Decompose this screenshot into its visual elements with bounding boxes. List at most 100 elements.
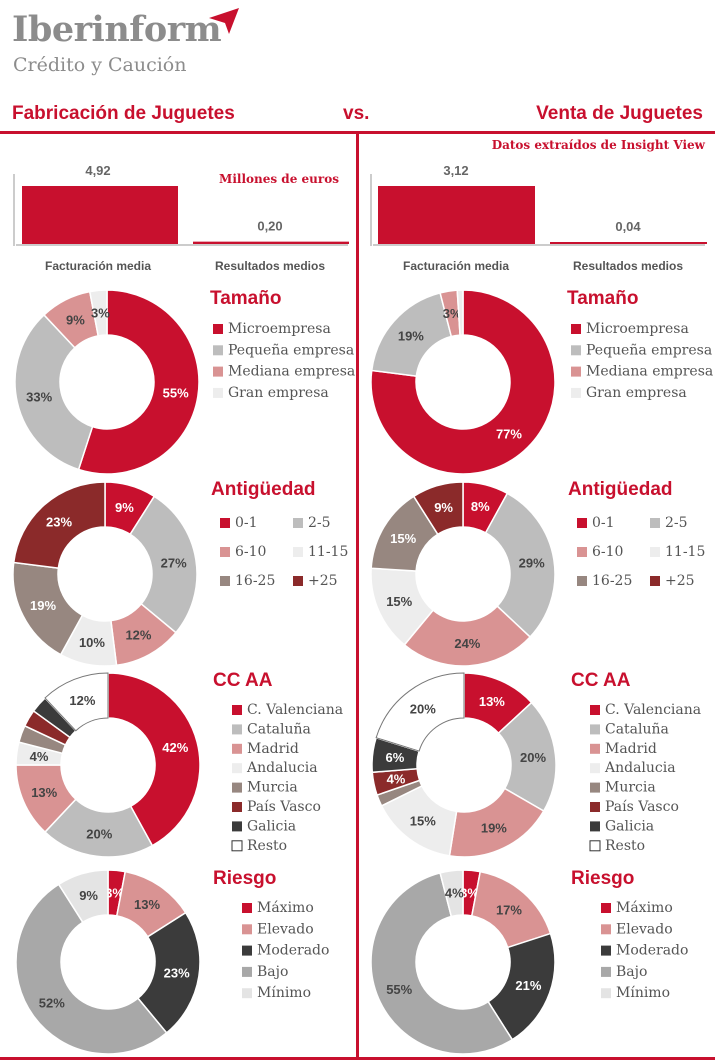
left-tamano-title: Tamaño — [210, 288, 281, 309]
right-antiguedad-legend-swatch-2-5 — [650, 518, 660, 528]
left-tamano-slice-gran-empresa — [88, 289, 108, 337]
right-antiguedad-legend-label-25: +25 — [665, 573, 695, 589]
right-bar-resultados-medios — [550, 242, 707, 244]
left-bar-value-resultados-medios: 0,20 — [257, 219, 282, 234]
right-cc-aa-slice-label-cataluna: 20% — [520, 750, 546, 765]
right-cc-aa-legend-label-andalucia: Andalucia — [604, 760, 676, 776]
right-tamano-legend-label-gran-empresa: Gran empresa — [586, 385, 687, 401]
left-antiguedad-slice-25 — [12, 481, 106, 569]
left-antiguedad-legend-swatch-16-25 — [220, 576, 230, 586]
left-cc-aa-legend-label-cataluna: Cataluña — [247, 721, 311, 737]
right-antiguedad-legend-swatch-0-1 — [577, 518, 587, 528]
right-antiguedad-slice-25 — [412, 481, 464, 536]
left-cc-aa-slice-label-resto: 12% — [69, 693, 95, 708]
right-riesgo-legend-label-elevado: Elevado — [616, 921, 673, 937]
left-antiguedad-slice-label-6-10: 12% — [125, 627, 151, 642]
left-antiguedad-slice-label-2-5: 27% — [161, 556, 187, 571]
left-cc-aa-legend-swatch-resto — [231, 840, 243, 852]
left-cc-aa-legend-label-andalucia: Andalucia — [246, 760, 318, 776]
left-bar-resultados-medios — [193, 241, 349, 244]
left-antiguedad-slice-2-5 — [129, 495, 198, 634]
right-riesgo-slice-moderado — [487, 932, 556, 1041]
left-riesgo-slice-minimo — [57, 869, 109, 924]
left-riesgo-legend-label-maximo: Máximo — [257, 900, 314, 916]
right-cc-aa-legend-swatch-cataluna — [590, 724, 600, 735]
right-cc-aa-slice-label-pais-vasco: 4% — [387, 772, 406, 787]
left-cc-aa-legend-swatch-pais-vasco — [232, 802, 242, 812]
right-bar-value-facturacion-media: 3,12 — [443, 163, 468, 178]
right-antiguedad-legend-label-0-1: 0-1 — [592, 515, 615, 531]
right-antiguedad-slice-label-6-10: 24% — [454, 636, 480, 651]
left-riesgo-legend-swatch-bajo — [242, 966, 252, 977]
left-riesgo-slice-label-minimo: 9% — [79, 888, 98, 903]
left-antiguedad-slice-label-16-25: 19% — [30, 598, 56, 613]
left-riesgo-legend-label-moderado: Moderado — [257, 943, 329, 959]
left-antiguedad-legend-swatch-25 — [293, 576, 303, 586]
right-antiguedad-title: Antigüedad — [568, 479, 673, 500]
right-riesgo-slice-label-bajo: 55% — [386, 982, 412, 997]
left-cc-aa-legend-label-galicia: Galicia — [247, 818, 296, 834]
left-riesgo-legend-label-elevado: Elevado — [257, 921, 314, 937]
left-antiguedad-slice-label-11-15: 10% — [79, 635, 105, 650]
right-cc-aa-slice-label-resto: 20% — [410, 702, 436, 717]
right-cc-aa-legend-swatch-galicia — [590, 821, 600, 832]
left-antiguedad-title: Antigüedad — [211, 479, 316, 500]
left-riesgo-legend-swatch-minimo — [242, 988, 252, 999]
left-cc-aa-slice-label-cataluna: 20% — [86, 826, 112, 841]
right-cc-aa-legend-label-cataluna: Cataluña — [605, 721, 669, 737]
right-riesgo-legend-label-maximo: Máximo — [616, 900, 673, 916]
left-antiguedad-legend-swatch-2-5 — [293, 518, 303, 528]
left-riesgo-slice-label-elevado: 13% — [134, 897, 160, 912]
right-antiguedad-legend-label-6-10: 6-10 — [592, 544, 623, 560]
right-riesgo-slice-label-maximo: 3% — [460, 885, 479, 900]
right-antiguedad-slice-label-2-5: 29% — [519, 556, 545, 571]
logo-arrow-icon — [209, 8, 239, 34]
right-cc-aa-legend-swatch-madrid — [590, 743, 600, 754]
right-riesgo-slice-minimo — [439, 869, 464, 918]
bottom-divider — [0, 1057, 715, 1060]
source-note: Datos extraídos de Insight View — [491, 138, 705, 152]
left-cc-aa-legend-label-madrid: Madrid — [247, 741, 299, 757]
right-riesgo-slice-label-moderado: 21% — [515, 978, 541, 993]
left-antiguedad-legend-label-0-1: 0-1 — [235, 515, 258, 531]
right-tamano-legend-swatch-mediana-empresa — [571, 366, 581, 377]
left-tamano-legend-swatch-pequena-empresa — [213, 345, 223, 356]
right-antiguedad-legend-swatch-11-15 — [650, 547, 660, 557]
right-cc-aa-legend-swatch-murcia — [590, 782, 600, 793]
left-tamano-legend-swatch-gran-empresa — [213, 387, 223, 398]
left-cc-aa-slice-c-valenciana — [107, 672, 201, 847]
left-riesgo-slice-bajo — [15, 883, 168, 1055]
left-riesgo-legend-label-bajo: Bajo — [257, 964, 288, 980]
right-cc-aa-legend-swatch-andalucia — [590, 763, 600, 774]
left-antiguedad-legend-label-6-10: 6-10 — [235, 544, 266, 560]
right-bar-category-resultados-medios: Resultados medios — [573, 259, 683, 273]
left-tamano-slice-label-mediana-empresa: 9% — [66, 313, 85, 328]
left-riesgo-slice-label-bajo: 52% — [39, 995, 65, 1010]
left-cc-aa-legend-swatch-c-valenciana — [232, 705, 242, 715]
left-antiguedad-legend-swatch-0-1 — [220, 518, 230, 528]
right-riesgo-legend-swatch-elevado — [601, 924, 611, 935]
left-cc-aa-legend-swatch-galicia — [232, 821, 242, 832]
left-riesgo-legend-label-minimo: Mínimo — [257, 985, 311, 1001]
left-riesgo-legend-swatch-elevado — [242, 924, 252, 935]
left-tamano-legend-label-mediana-empresa: Mediana empresa — [228, 364, 355, 380]
right-antiguedad-slice-2-5 — [484, 492, 556, 639]
right-cc-aa-legend-swatch-c-valenciana — [590, 705, 600, 715]
left-antiguedad-legend-swatch-11-15 — [293, 547, 303, 557]
right-cc-aa-legend-label-resto: Resto — [605, 838, 645, 854]
right-tamano-title: Tamaño — [567, 288, 638, 309]
left-antiguedad-legend-label-2-5: 2-5 — [308, 515, 331, 531]
right-antiguedad-slice-label-25: 9% — [434, 500, 453, 515]
right-riesgo-legend-label-moderado: Moderado — [616, 943, 688, 959]
right-riesgo-title: Riesgo — [571, 868, 634, 889]
logo-wordmark: Iberinform — [12, 9, 222, 50]
right-cc-aa-legend-label-murcia: Murcia — [605, 780, 656, 796]
versus-label: vs. — [343, 103, 370, 124]
right-riesgo-legend-swatch-maximo — [601, 903, 611, 913]
left-tamano-legend-swatch-microempresa — [213, 324, 223, 334]
right-riesgo-slice-label-minimo: 4% — [445, 886, 464, 901]
right-cc-aa-slice-label-c-valenciana: 13% — [479, 694, 505, 709]
right-panel-title: Venta de Juguetes — [536, 103, 703, 124]
right-antiguedad-legend-swatch-16-25 — [577, 576, 587, 586]
